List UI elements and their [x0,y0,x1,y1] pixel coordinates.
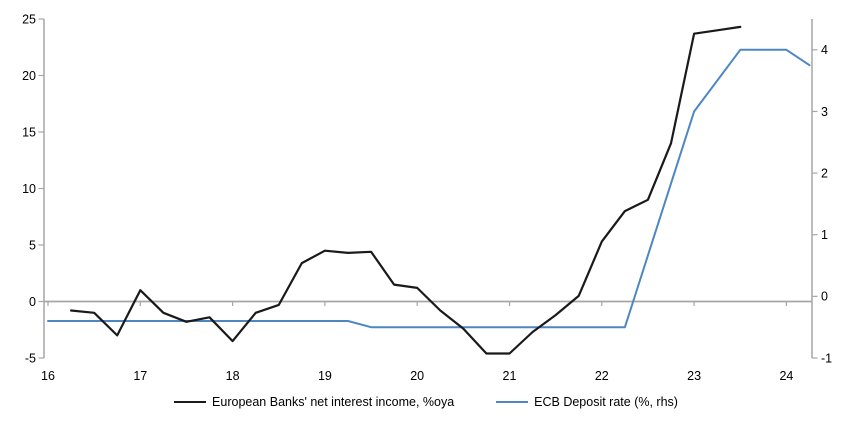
legend-line-swatch-blue [496,401,529,403]
x-axis-tick-label: 19 [318,369,332,383]
x-axis-tick-label: 20 [410,369,424,383]
chart-legend: European Banks' net interest income, %oy… [0,395,852,409]
left-axis-tick-label: 5 [29,238,36,252]
left-axis-tick-label: -5 [25,351,36,365]
x-axis-tick-label: 16 [41,369,55,383]
left-axis-tick-label: 0 [29,295,36,309]
right-axis-tick-label: 4 [821,43,828,57]
x-axis-tick-label: 22 [595,369,609,383]
left-axis-tick-label: 25 [22,12,36,26]
legend-label-ecb-deposit-rate: ECB Deposit rate (%, rhs) [534,395,678,409]
right-axis-tick-label: 2 [821,166,828,180]
x-axis-tick-label: 17 [133,369,147,383]
x-axis-tick-label: 21 [503,369,517,383]
legend-item-ecb-deposit-rate: ECB Deposit rate (%, rhs) [496,395,678,409]
series-line-ecb-deposit-rate [47,48,811,329]
right-axis-tick-label: 1 [821,228,828,242]
right-axis-tick-label: 3 [821,105,828,119]
x-axis-tick-label: 24 [779,369,793,383]
series-line-net-interest-income [69,25,742,355]
legend-label-net-interest-income: European Banks' net interest income, %oy… [212,395,455,409]
left-axis-tick-label: 15 [22,125,36,139]
left-axis-tick-label: 20 [22,69,36,83]
right-axis-tick-label: -1 [821,351,832,365]
x-axis-tick-label: 23 [687,369,701,383]
legend-line-swatch-black [174,401,207,403]
left-axis-tick-label: 10 [22,182,36,196]
right-axis-tick-label: 0 [821,290,828,304]
legend-item-net-interest-income: European Banks' net interest income, %oy… [174,395,454,409]
x-axis-tick-label: 18 [226,369,240,383]
